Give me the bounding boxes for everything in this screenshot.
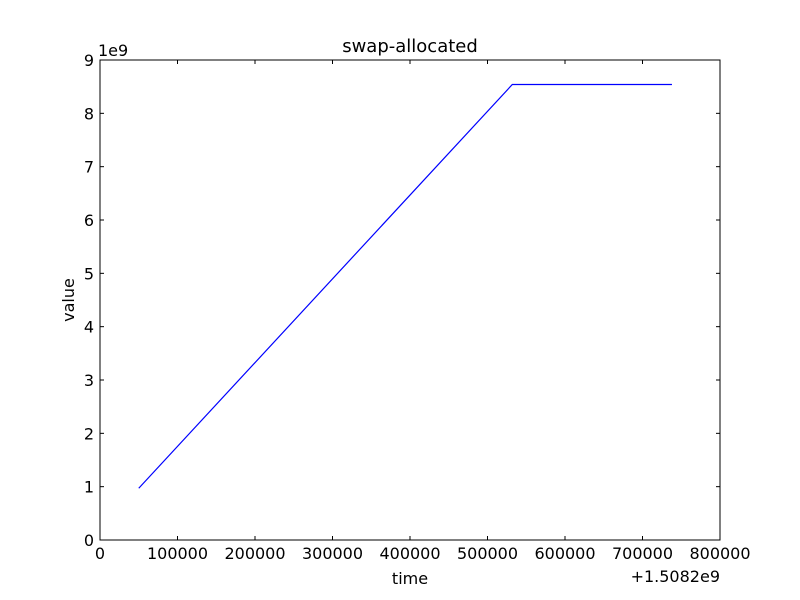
y-multiplier-label: 1e9 xyxy=(98,41,128,60)
series-line-0 xyxy=(138,83,672,489)
x-tick-label: 100000 xyxy=(147,544,208,563)
y-tick-label: 4 xyxy=(84,318,94,337)
plot-frame xyxy=(99,59,721,541)
x-axis-label: time xyxy=(392,569,428,588)
y-tick-label: 3 xyxy=(84,371,94,390)
y-tick-label: 1 xyxy=(84,478,94,497)
x-tick-label: 600000 xyxy=(534,544,595,563)
x-tick-label: 800000 xyxy=(689,544,750,563)
y-tick-label: 5 xyxy=(84,264,94,283)
x-tick-label: 0 xyxy=(95,544,105,563)
y-tick-label: 8 xyxy=(84,104,94,123)
x-tick-label: 200000 xyxy=(224,544,285,563)
chart-title: swap-allocated xyxy=(342,36,478,57)
x-offset-label: +1.5082e9 xyxy=(631,567,720,586)
y-tick-label: 0 xyxy=(84,531,94,550)
x-tick-label: 400000 xyxy=(379,544,440,563)
x-tick-label: 700000 xyxy=(612,544,673,563)
y-tick-label: 9 xyxy=(84,51,94,70)
y-axis-label: value xyxy=(59,278,78,322)
y-tick-label: 6 xyxy=(84,211,94,230)
x-tick-label: 500000 xyxy=(457,544,518,563)
x-tick-label: 300000 xyxy=(302,544,363,563)
plot-area xyxy=(100,60,720,540)
y-tick-label: 7 xyxy=(84,158,94,177)
y-tick-label: 2 xyxy=(84,424,94,443)
